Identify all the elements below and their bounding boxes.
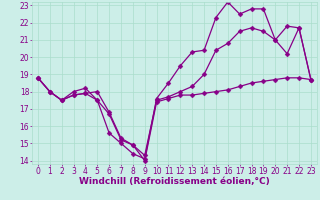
X-axis label: Windchill (Refroidissement éolien,°C): Windchill (Refroidissement éolien,°C) [79, 177, 270, 186]
